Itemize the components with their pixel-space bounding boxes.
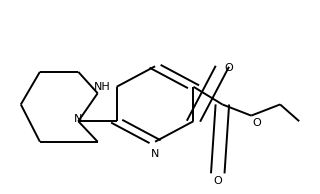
Text: NH: NH [94, 82, 111, 92]
Text: O: O [225, 63, 233, 74]
Text: O: O [252, 118, 261, 128]
Text: N: N [151, 149, 159, 159]
Text: O: O [213, 176, 222, 186]
Text: N: N [74, 114, 83, 124]
